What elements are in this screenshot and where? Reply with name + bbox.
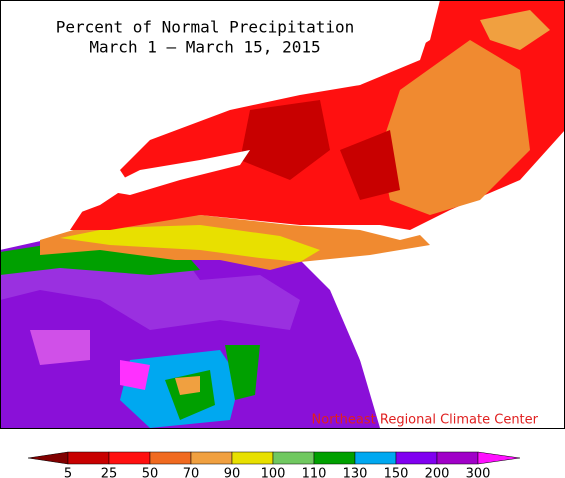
ocean [330, 200, 565, 428]
legend-swatch [313, 451, 356, 465]
region-yellow [60, 225, 320, 262]
legend-swatch [67, 451, 110, 465]
region-orange-south [175, 376, 200, 395]
region-magenta-2 [120, 360, 150, 390]
legend-swatch [108, 451, 151, 465]
legend-tick-label: 100 [261, 467, 286, 478]
map-subtitle: March 1 — March 15, 2015 [89, 38, 320, 57]
legend-tick-label: 300 [466, 467, 491, 478]
legend-tick-label: 110 [302, 467, 327, 478]
region-green-delmarva [225, 345, 260, 400]
legend-swatch [354, 451, 397, 465]
legend-tick-label: 90 [224, 467, 241, 478]
legend-swatch [149, 451, 192, 465]
canada-blank [0, 0, 440, 218]
legend-tick-label: 50 [142, 467, 159, 478]
map [0, 0, 565, 429]
legend-tick-label: 5 [64, 467, 72, 478]
region-dark-red [240, 100, 330, 180]
legend: 5 25 50 70 90 100 110 130 150 200 300 [27, 451, 521, 478]
legend-arrow-high [477, 451, 521, 465]
region-light-orange [480, 10, 550, 50]
legend-tick-label: 25 [101, 467, 118, 478]
region-magenta [30, 330, 90, 365]
lake-erie [0, 170, 130, 240]
legend-tick-label: 70 [183, 467, 200, 478]
credit: Northeast Regional Climate Center [312, 413, 539, 428]
legend-swatch [272, 451, 315, 465]
legend-tick-label: 130 [343, 467, 368, 478]
map-title: Percent of Normal Precipitation [56, 18, 355, 37]
legend-tick-label: 200 [425, 467, 450, 478]
lake-ontario [100, 150, 250, 195]
region-orange-maine [380, 40, 530, 215]
legend-tick-label: 150 [384, 467, 409, 478]
legend-swatch [395, 451, 438, 465]
region-dark-red-2 [340, 130, 400, 200]
legend-swatch [190, 451, 233, 465]
legend-swatch [436, 451, 479, 465]
legend-swatch [231, 451, 274, 465]
legend-arrow-low [27, 451, 69, 465]
